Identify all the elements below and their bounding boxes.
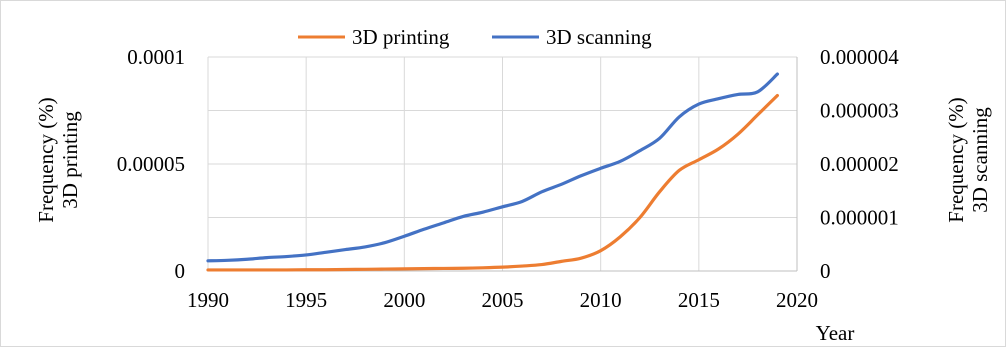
right-tick-label-1: 0.000001	[820, 206, 899, 230]
right-tick-labels: 0 0.000001 0.000002 0.000003 0.000004	[820, 45, 899, 283]
left-tick-label-0: 0	[175, 259, 186, 283]
left-axis-title: Frequency (%) 3D printing	[34, 97, 82, 222]
x-tick-label-2020: 2020	[776, 288, 818, 312]
right-tick-label-2: 0.000002	[820, 152, 899, 176]
series-group	[206, 72, 779, 272]
left-axis-title-line1: Frequency (%)	[34, 97, 58, 222]
x-tick-label-2015: 2015	[678, 288, 720, 312]
x-tick-labels: 1990 1995 2000 2005 2010 2015 2020	[187, 288, 818, 312]
x-tick-label-1995: 1995	[285, 288, 327, 312]
series-line-3d-printing	[206, 93, 779, 272]
left-axis-title-line2: 3D printing	[58, 111, 82, 209]
left-tick-labels: 0 0.00005 0.0001	[117, 45, 185, 283]
x-tick-label-2000: 2000	[383, 288, 425, 312]
right-axis-title-line2: 3D scanning	[968, 107, 992, 213]
right-tick-label-0: 0	[820, 259, 831, 283]
right-axis-title-line1: Frequency (%)	[944, 97, 968, 222]
legend: 3D printing 3D scanning	[298, 25, 652, 49]
left-tick-label-1: 0.00005	[117, 152, 185, 176]
series-line-3d-scanning	[206, 72, 779, 263]
legend-label-3d-scanning: 3D scanning	[546, 25, 652, 49]
x-tick-label-2005: 2005	[482, 288, 524, 312]
x-axis-title: Year	[816, 321, 855, 345]
left-tick-label-2: 0.0001	[127, 45, 185, 69]
right-tick-label-3: 0.000003	[820, 99, 899, 123]
x-tick-label-1990: 1990	[187, 288, 229, 312]
x-tick-label-2010: 2010	[580, 288, 622, 312]
right-axis-title: Frequency (%) 3D scanning	[944, 97, 992, 222]
gridlines	[207, 56, 798, 272]
legend-label-3d-printing: 3D printing	[352, 25, 450, 49]
right-tick-label-4: 0.000004	[820, 45, 899, 69]
